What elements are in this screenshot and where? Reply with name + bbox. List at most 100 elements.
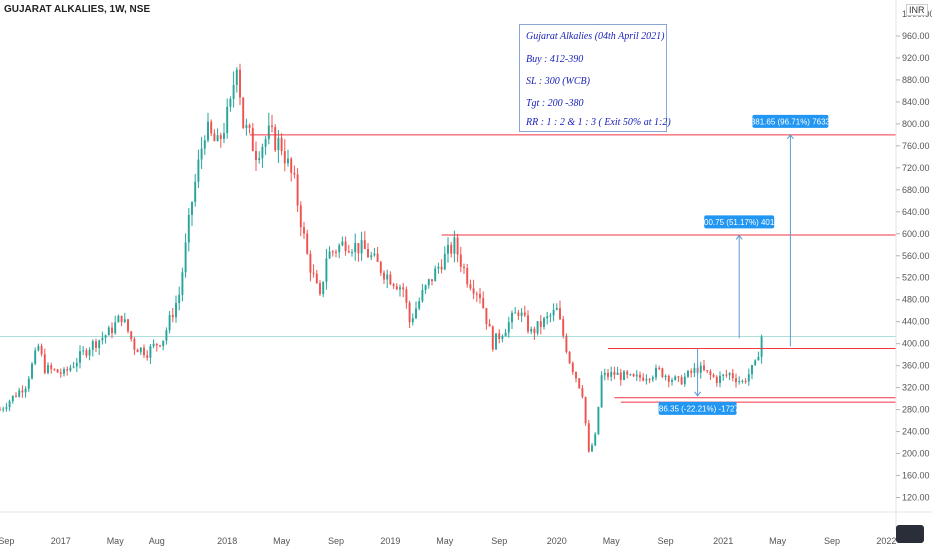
candle-body (175, 303, 177, 318)
candle-body (235, 69, 238, 85)
candle-body (213, 133, 216, 142)
candle-body (594, 434, 597, 446)
candle-body (731, 373, 734, 379)
y-tick-label: 640.00 (902, 207, 930, 217)
candle-body (251, 128, 254, 151)
y-tick-label: 280.00 (902, 405, 930, 415)
candle-body (498, 333, 501, 339)
y-tick-label: 720.00 (902, 163, 930, 173)
candle-body (639, 374, 641, 378)
candle-body (725, 374, 728, 376)
y-tick-label: 560.00 (902, 251, 930, 261)
candle-body (536, 321, 539, 334)
candle-body (722, 374, 725, 376)
candle-body (264, 139, 267, 147)
candle-body (37, 345, 40, 351)
candle-body (27, 378, 30, 389)
candle-body (383, 272, 385, 280)
candle-body (379, 261, 382, 273)
candle-body (520, 312, 523, 316)
candle-body (194, 181, 197, 203)
y-tick-label: 840.00 (902, 97, 930, 107)
y-tick-label: 440.00 (902, 317, 930, 327)
candle-body (747, 374, 750, 382)
currency-badge[interactable]: INR (906, 4, 928, 16)
candle-body (226, 106, 229, 134)
measure-label: 200.75 (51.17%) 4015 (700, 218, 780, 227)
candle-body (319, 283, 321, 294)
candle-body (248, 124, 251, 129)
candle-body (91, 341, 94, 350)
candle-body (699, 365, 702, 373)
candle-body (200, 148, 203, 160)
candle-body (661, 368, 664, 377)
candle-body (117, 315, 120, 323)
candle-body (664, 375, 667, 377)
trade-note-box[interactable]: Gujarat Alkalies (04th April 2021) Buy :… (519, 24, 671, 132)
candle-body (514, 312, 517, 314)
y-tick-label: 400.00 (902, 339, 930, 349)
y-tick-label: 520.00 (902, 273, 930, 283)
candle-body (98, 340, 101, 348)
candle-body (50, 365, 53, 370)
candle-body (648, 379, 651, 381)
x-tick-label: Sep (0, 536, 14, 546)
candle-body (712, 374, 715, 377)
candle-body (399, 287, 401, 290)
candle-body (315, 273, 318, 284)
candle-body (146, 355, 149, 358)
candle-body (437, 266, 440, 269)
candle-body (632, 374, 635, 377)
candle-body (728, 373, 731, 376)
x-tick-label: Sep (658, 536, 674, 546)
candle-body (415, 308, 417, 319)
candle-body (207, 121, 209, 141)
x-tick-label: 2022 (876, 536, 896, 546)
candle-body (568, 352, 571, 364)
candle-body (501, 336, 504, 339)
candle-body (709, 371, 712, 375)
candle-body (546, 316, 549, 319)
candle-body (155, 343, 158, 346)
x-tick-label: May (273, 536, 291, 546)
candle-body (655, 367, 657, 378)
x-tick-label: May (603, 536, 621, 546)
candle-body (56, 369, 59, 373)
candle-body (143, 347, 145, 356)
measure-label: 381.65 (96.71%) 7633 (751, 117, 831, 126)
y-tick-label: 200.00 (902, 449, 930, 459)
candle-body (434, 268, 437, 282)
candle-body (181, 272, 184, 295)
candle-body (549, 315, 552, 317)
candle-body (527, 315, 529, 332)
candle-body (351, 252, 353, 254)
tradingview-logo-icon[interactable] (896, 525, 924, 543)
candle-body (325, 258, 328, 282)
candle-body (40, 345, 43, 355)
candle-body (463, 266, 465, 269)
candle-body (303, 227, 305, 234)
candle-body (703, 365, 705, 371)
candle-body (757, 356, 760, 361)
candle-body (322, 281, 325, 294)
y-tick-label: 120.00 (902, 493, 930, 503)
candle-body (130, 331, 133, 340)
candle-body (658, 367, 661, 369)
candle-body (344, 241, 347, 252)
candle-body (127, 319, 129, 332)
candle-body (223, 133, 225, 139)
candle-body (34, 350, 37, 364)
candle-body (392, 284, 395, 287)
candle-body (293, 172, 296, 175)
candle-body (603, 372, 606, 376)
candle-body (299, 205, 302, 228)
candle-body (651, 377, 654, 380)
candle-body (258, 158, 261, 160)
candle-body (296, 174, 299, 206)
candle-body (642, 377, 645, 381)
candle-body (283, 151, 286, 164)
symbol-title: GUJARAT ALKALIES, 1W, NSE (4, 4, 151, 15)
x-tick-label: 2018 (217, 536, 237, 546)
measure-arrow-icon (735, 234, 743, 240)
